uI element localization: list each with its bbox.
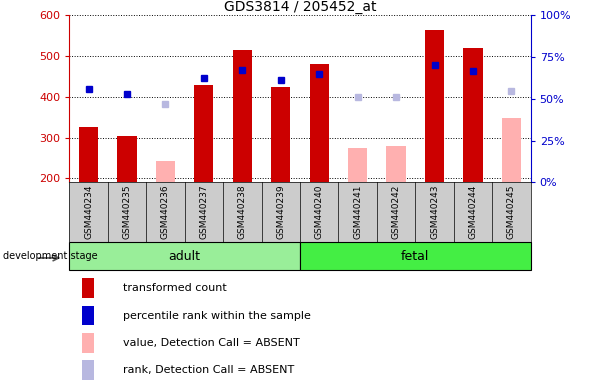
Bar <box>81 306 93 326</box>
Text: rank, Detection Call = ABSENT: rank, Detection Call = ABSENT <box>123 365 294 375</box>
Bar <box>194 84 213 182</box>
Text: value, Detection Call = ABSENT: value, Detection Call = ABSENT <box>123 338 300 348</box>
Text: GSM440237: GSM440237 <box>200 184 209 239</box>
Bar <box>69 243 300 270</box>
Bar <box>463 48 482 182</box>
Text: adult: adult <box>169 250 201 263</box>
Bar <box>300 243 531 270</box>
Bar <box>425 30 444 182</box>
Bar <box>79 127 98 182</box>
Text: GSM440235: GSM440235 <box>122 184 131 239</box>
Text: transformed count: transformed count <box>123 283 227 293</box>
Text: GSM440244: GSM440244 <box>469 184 478 238</box>
Bar <box>81 361 93 380</box>
Text: GSM440239: GSM440239 <box>276 184 285 239</box>
Text: GSM440243: GSM440243 <box>430 184 439 239</box>
Text: GSM440240: GSM440240 <box>315 184 324 239</box>
Text: GSM440236: GSM440236 <box>161 184 170 239</box>
Text: percentile rank within the sample: percentile rank within the sample <box>123 311 311 321</box>
Bar <box>271 87 291 182</box>
Title: GDS3814 / 205452_at: GDS3814 / 205452_at <box>224 0 376 14</box>
Bar <box>156 161 175 182</box>
Bar <box>348 148 367 182</box>
Bar <box>502 118 521 182</box>
Text: GSM440241: GSM440241 <box>353 184 362 239</box>
Text: fetal: fetal <box>401 250 429 263</box>
Bar <box>387 146 406 182</box>
Text: GSM440238: GSM440238 <box>238 184 247 239</box>
Text: GSM440242: GSM440242 <box>391 184 400 238</box>
Bar <box>309 64 329 182</box>
Bar <box>81 333 93 353</box>
Bar <box>118 136 137 182</box>
Text: development stage: development stage <box>3 251 98 262</box>
Bar <box>81 278 93 298</box>
Bar <box>233 50 252 182</box>
Text: GSM440245: GSM440245 <box>507 184 516 239</box>
Text: GSM440234: GSM440234 <box>84 184 93 239</box>
